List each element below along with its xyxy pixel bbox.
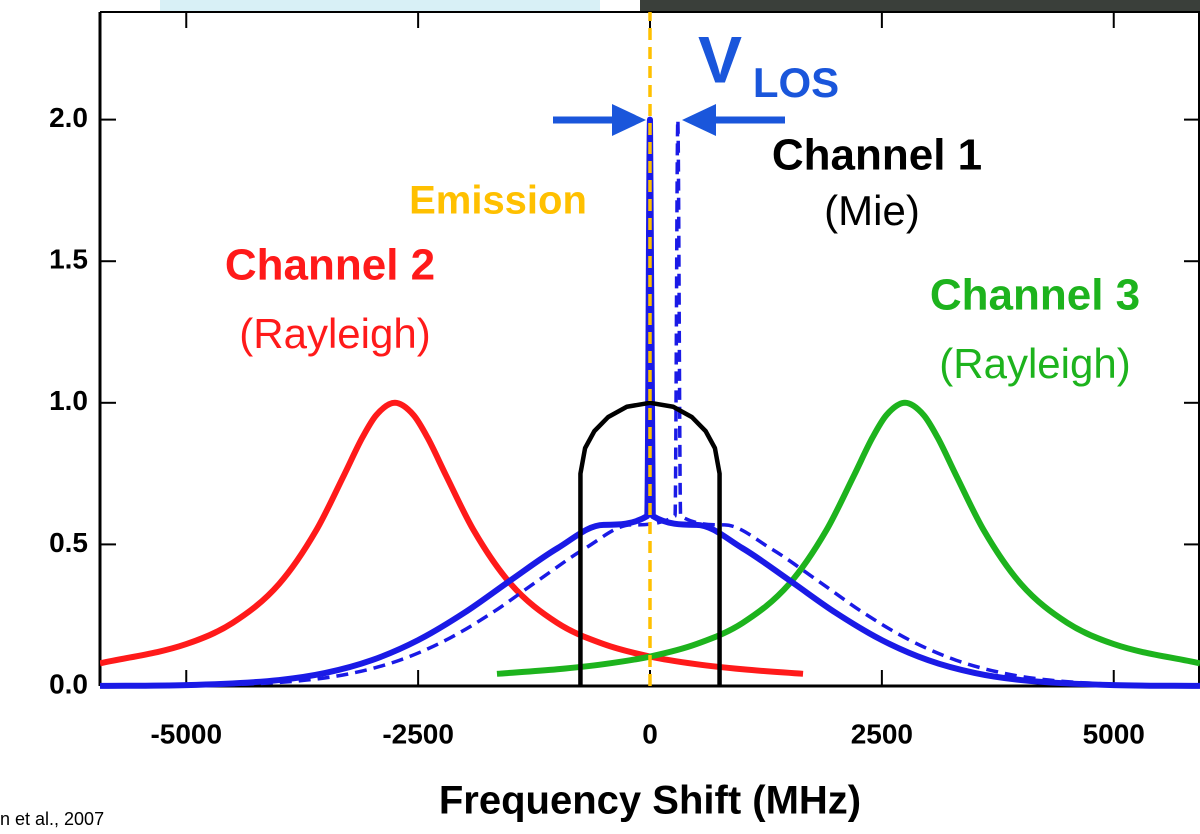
series-line <box>100 399 804 677</box>
annotation: Channel 1 <box>772 131 982 180</box>
annotation: (Rayleigh) <box>939 340 1130 387</box>
x-tick-label: 5000 <box>1083 718 1145 749</box>
x-axis-title: Frequency Shift (MHz) <box>439 779 861 823</box>
annotation: (Rayleigh) <box>239 310 430 357</box>
x-tick-label: 2500 <box>851 718 913 749</box>
x-tick-label: 0 <box>642 718 658 749</box>
annotation: Channel 3 <box>930 271 1140 320</box>
y-tick-label: 0.0 <box>49 668 88 699</box>
arrow-head <box>612 104 646 136</box>
series-line <box>100 116 1200 689</box>
series-line <box>578 400 722 686</box>
annotation: LOS <box>753 59 839 106</box>
annotation: (Mie) <box>824 187 920 234</box>
annotation: Channel 2 <box>225 241 435 290</box>
y-tick-label: 1.5 <box>49 244 88 275</box>
background-image-strip <box>160 0 600 12</box>
arrow-head <box>682 104 716 136</box>
labels: Frequency Shift (MHz) n et al., 2007 0.0… <box>0 22 1145 828</box>
annotation: Emission <box>409 179 587 223</box>
series <box>100 12 1200 689</box>
y-tick-label: 2.0 <box>49 102 88 133</box>
x-tick-label: -5000 <box>150 718 222 749</box>
series-line <box>127 117 1200 688</box>
y-tick-label: 1.0 <box>49 385 88 416</box>
source-citation: n et al., 2007 <box>0 809 104 829</box>
vlos-arrows <box>553 104 785 136</box>
background-photo-strip <box>640 0 1200 12</box>
series-line <box>496 399 1200 677</box>
annotation: V <box>698 22 742 96</box>
x-tick-label: -2500 <box>382 718 454 749</box>
y-tick-label: 0.5 <box>49 527 88 558</box>
